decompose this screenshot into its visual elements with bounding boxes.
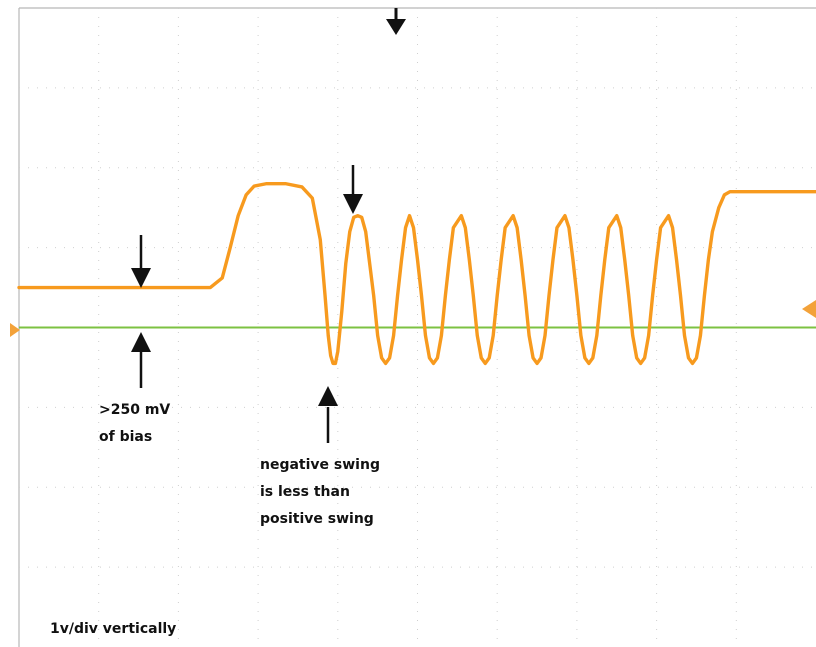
bias-down-arrow	[131, 235, 151, 288]
positive-peak-arrow	[343, 165, 363, 214]
swing-label-line-3: positive swing	[260, 511, 374, 527]
signal-trace	[17, 182, 816, 366]
negative-peak-arrow	[318, 386, 338, 443]
right-level-marker	[802, 300, 816, 318]
top-trigger-arrow	[386, 8, 406, 35]
bias-label-line-1: >250 mV	[99, 402, 170, 418]
swing-label-line-2: is less than	[260, 484, 350, 500]
bias-label-line-2: of bias	[99, 429, 152, 445]
bias-up-arrow	[131, 332, 151, 388]
swing-label-line-1: negative swing	[260, 457, 380, 473]
left-ground-marker	[10, 323, 20, 337]
vertical-scale-label: 1v/div vertically	[50, 621, 176, 637]
